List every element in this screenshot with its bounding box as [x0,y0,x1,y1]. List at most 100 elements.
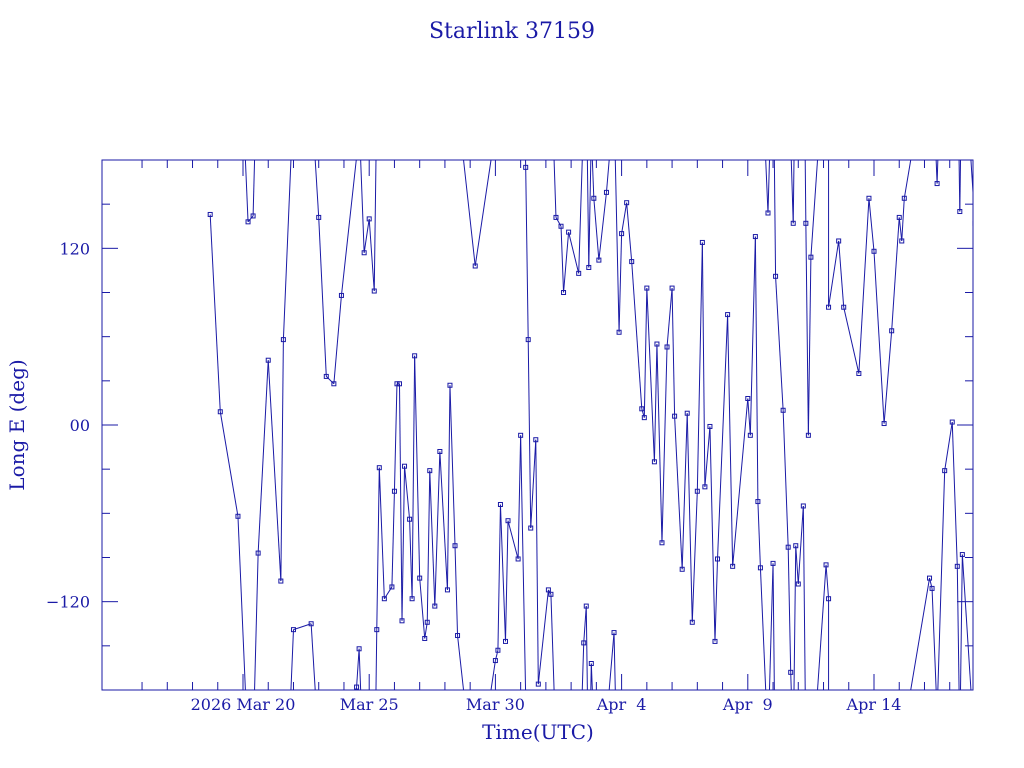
series-segment [375,629,378,690]
series-segment [588,160,592,268]
data-point [927,575,933,581]
data-point [280,337,286,343]
series-segment [280,339,284,582]
series-segment [782,410,789,548]
x-tick-label: Apr 4 [596,695,647,714]
series-segment [714,558,719,642]
series-segment [535,439,539,685]
series-segment [520,435,527,690]
series-segment [797,505,804,585]
data-point [689,619,695,625]
series-segment [368,218,375,292]
data-point [795,581,801,587]
series-segment [282,160,292,340]
data-point [278,578,284,584]
data-point [389,584,395,590]
series-segment [768,563,774,690]
data-point [959,552,965,558]
series-segment [931,588,937,690]
data-point [881,421,887,427]
series-segment [747,398,751,436]
series-segment [590,663,593,690]
data-point [525,337,531,343]
series-segment [581,642,585,690]
series-segment [618,233,623,333]
data-point [659,540,665,546]
series-segment [613,632,616,690]
data-point [644,285,650,291]
series-segment [419,578,426,639]
y-tick-label: 00 [70,416,90,435]
data-point [747,432,753,438]
series-segment [681,413,688,570]
series-segment [775,276,784,411]
data-point [803,220,809,226]
data-point [624,200,630,206]
data-point [603,189,609,195]
x-tick-label: 2026 Mar 20 [191,695,296,714]
series-segment [754,236,759,502]
data-point [672,413,678,419]
data-point [591,195,597,201]
data-point [707,423,713,429]
data-point [472,263,478,269]
data-point [391,488,397,494]
data-point [684,410,690,416]
data-point [290,627,296,633]
x-tick-label: Mar 30 [466,695,525,714]
series-segment [360,160,365,253]
series-segment [765,160,769,214]
data-point [826,304,832,310]
series-segment [398,383,403,621]
series-segment [454,545,459,636]
series-segment [209,214,221,412]
data-point [954,563,960,569]
series-segment [578,160,583,274]
series-segment [293,623,312,631]
series-segment [373,160,377,292]
series-segment [318,217,327,377]
series-segment [257,360,269,554]
series-segment [555,217,562,227]
data-point [836,238,842,244]
data-point [399,618,405,624]
data-point [235,513,241,519]
series-segment [401,466,406,621]
series-segment [553,160,557,218]
data-point [558,223,564,229]
data-point [424,619,430,625]
series-segment [414,355,421,579]
series-segment [795,545,799,585]
data-point [356,646,362,652]
chart-title: Starlink 37159 [429,19,595,44]
data-point [773,273,779,279]
series-segment [656,344,663,543]
x-axis-ticks [141,160,951,690]
series-segment [805,223,809,436]
data-point [949,419,955,425]
series-segment [583,606,587,643]
y-axis-ticks [102,203,973,647]
series-segment [290,629,294,690]
series-segment [525,167,529,340]
data-point [712,638,718,644]
series-segment [621,202,628,234]
series-segment [757,501,761,568]
data-point [323,373,329,379]
data-point [331,381,337,387]
data-point [255,550,261,556]
data-point [207,211,213,217]
series-segment [717,314,729,559]
series-segment [393,383,398,492]
data-point [583,603,589,609]
series-segment [810,160,819,258]
data-point [871,248,877,254]
data-point [790,220,796,226]
series-segment [653,344,658,462]
series-segment [709,426,716,642]
series-segment [843,307,860,374]
data-point [528,525,534,531]
data-point [376,465,382,471]
series-segment [666,288,673,348]
